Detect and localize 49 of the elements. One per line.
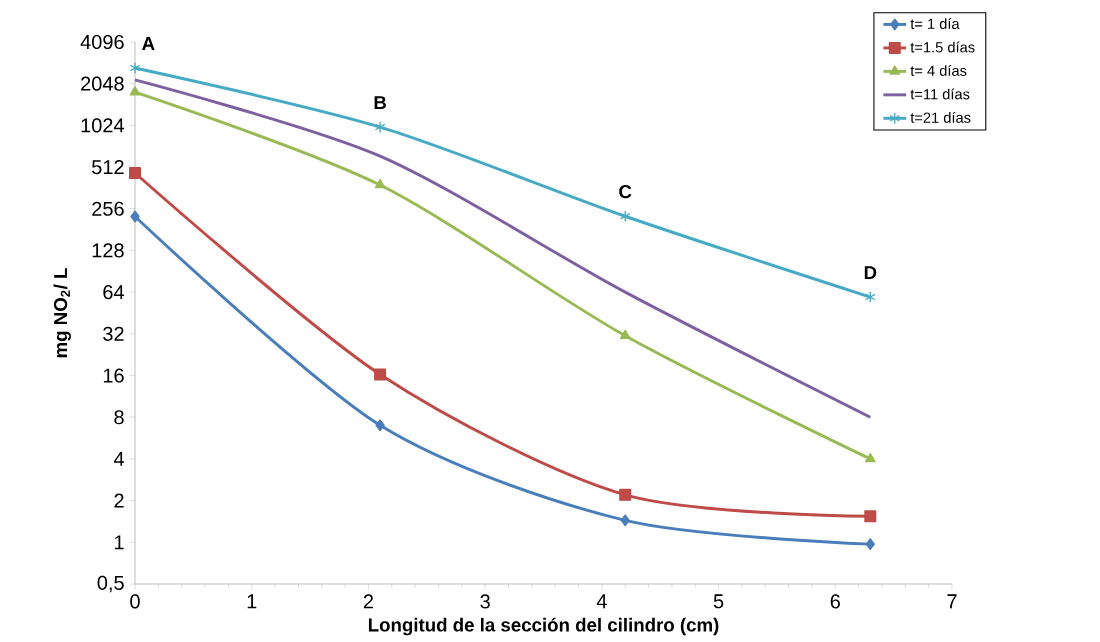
point [865,452,876,463]
point [619,329,631,340]
x-tick-label: 3 [480,594,490,609]
y-tick-label: 1 [115,535,124,550]
point [129,61,141,74]
point [620,514,630,527]
point [129,166,142,179]
point [865,538,875,551]
y-tick-label: 128 [92,243,124,258]
legend-label: t=11 días [910,88,970,100]
point [129,86,141,96]
y-tick-label: 8 [114,410,124,425]
x-axis-title: Longitud de la sección del cilindro (cm) [368,617,719,636]
y-tick-label: 16 [103,368,124,383]
y-tick-label: 64 [103,285,125,300]
y-tick-label: 2048 [81,76,124,91]
y-axis-title: mg NO$_{2}$/ L [53,268,71,358]
annotation: A [142,37,155,50]
point [864,510,877,523]
x-tick-label: 4 [596,594,607,609]
legend-label: t=1.5 días [910,41,975,53]
x-tick-label: 2 [363,594,373,609]
point [130,210,140,223]
x-tick-label: 0 [130,594,140,609]
legend-label: t= 4 días [910,65,967,76]
x-tick-label: 5 [713,594,724,609]
legend-label: t=21 días [910,111,971,123]
point [374,179,386,189]
legend-label: t= 1 día [910,18,960,29]
point [619,488,632,501]
annotation: B [374,96,386,109]
point [374,121,386,134]
y-tick-label: 4 [113,452,125,466]
y-tick-label: 2 [114,493,124,508]
point [619,210,631,223]
y-tick-label: 32 [103,326,124,341]
x-tick-label: 1 [247,594,257,609]
y-tick-label: 256 [92,201,124,216]
point [374,368,387,381]
y-tick-label: 4096 [80,34,124,50]
x-tick-label: 6 [830,594,840,609]
point [865,291,876,304]
y-tick-label: 1024 [81,118,125,133]
annotation: D [864,266,877,279]
x-tick-label: 7 [947,594,957,609]
point [375,419,385,432]
y-tick-label: 512 [92,159,124,175]
annotation: C [619,184,632,199]
y-tick-label: 0,5 [97,575,124,593]
